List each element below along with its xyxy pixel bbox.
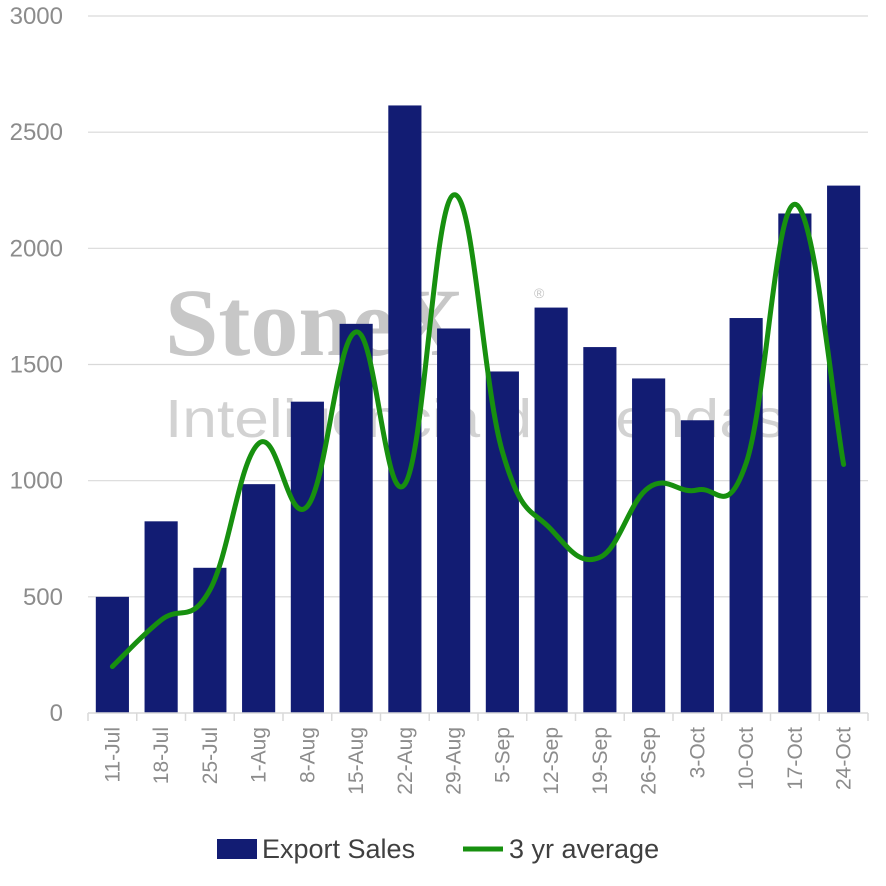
line-series xyxy=(109,192,847,670)
x-tick-label: 1-Aug xyxy=(248,727,271,783)
bar xyxy=(242,484,276,713)
y-tick-label: 1500 xyxy=(10,352,63,379)
x-tick-label: 18-Jul xyxy=(150,727,173,784)
bar xyxy=(632,378,666,713)
legend-swatch-export-sales xyxy=(217,839,257,859)
bar xyxy=(729,318,763,713)
bar-series xyxy=(95,105,861,713)
series-line-3yr-average xyxy=(109,192,847,670)
x-tick-label: 25-Jul xyxy=(199,727,222,784)
y-tick-label: 2500 xyxy=(10,119,63,146)
x-tick-label: 5-Sep xyxy=(491,727,514,783)
y-tick-label: 2000 xyxy=(10,235,63,262)
x-tick-label: 22-Aug xyxy=(394,727,417,795)
legend-label-export-sales: Export Sales xyxy=(262,834,415,864)
bar xyxy=(290,401,324,713)
x-tick-label: 10-Oct xyxy=(735,727,758,790)
y-tick-label: 500 xyxy=(23,584,63,611)
x-tick-label: 24-Oct xyxy=(833,727,856,790)
bar xyxy=(680,420,714,713)
y-tick-label: 0 xyxy=(50,700,63,727)
x-tick-label: 15-Aug xyxy=(345,727,368,795)
x-tick-label: 17-Oct xyxy=(784,727,807,790)
x-tick-label: 12-Sep xyxy=(540,727,563,795)
y-tick-label: 3000 xyxy=(10,3,63,30)
x-axis-ticks: 11-Jul 18-Jul 25-Jul 1-Aug 8-Aug 15-Aug 22-Aug… xyxy=(87,713,869,795)
x-tick-label: 26-Sep xyxy=(638,727,661,795)
bar xyxy=(778,213,812,713)
bar xyxy=(583,347,617,713)
x-tick-label: 3-Oct xyxy=(686,727,709,779)
x-tick-label: 19-Sep xyxy=(589,727,612,795)
legend-label-3yr-average: 3 yr average xyxy=(509,834,659,864)
y-axis-ticks: 0 500 1000 1500 2000 2500 3000 xyxy=(10,3,63,727)
x-tick-label: 29-Aug xyxy=(443,727,466,795)
x-tick-label: 11-Jul xyxy=(101,727,124,783)
watermark-registered-mark: ® xyxy=(534,285,545,301)
bar xyxy=(388,105,422,713)
legend: Export Sales 3 yr average xyxy=(217,834,659,864)
bar xyxy=(485,371,519,713)
bar xyxy=(437,328,471,713)
x-tick-label: 8-Aug xyxy=(296,727,319,783)
y-tick-label: 1000 xyxy=(10,468,63,495)
bar xyxy=(339,323,373,713)
bar xyxy=(534,307,568,713)
